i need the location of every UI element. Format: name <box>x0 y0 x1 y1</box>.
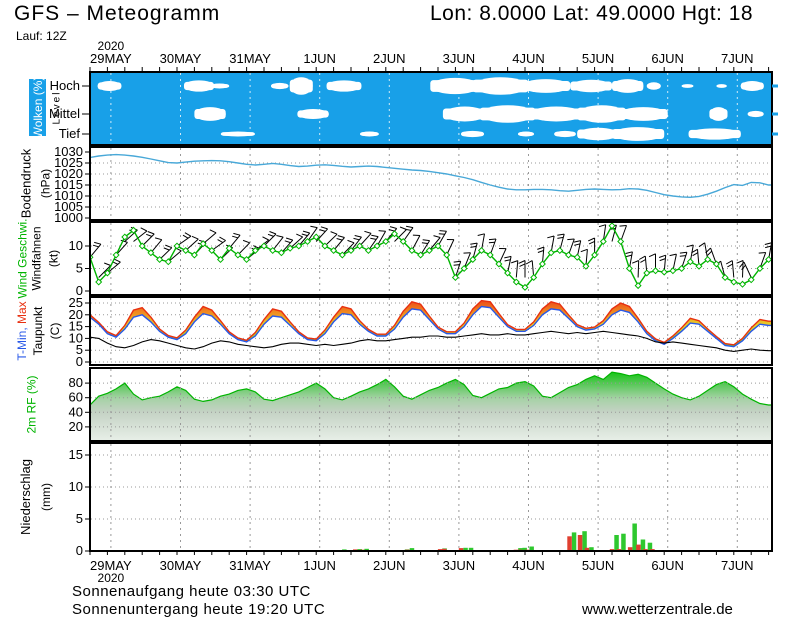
svg-text:1005: 1005 <box>54 199 83 214</box>
svg-text:0: 0 <box>76 354 83 369</box>
svg-text:5: 5 <box>76 261 83 276</box>
cloud-blobs <box>97 77 764 141</box>
svg-text:6JUN: 6JUN <box>651 51 684 66</box>
svg-text:Mittel: Mittel <box>49 106 80 121</box>
sunset-label: Sonnenuntergang heute 19:20 UTC <box>72 601 326 618</box>
svg-text:T-Min, Max: T-Min, Max <box>15 301 29 360</box>
header-coordinates: Lon: 8.0000 Lat: 49.0000 Hgt: 18 <box>430 2 754 25</box>
svg-text:Level: Level <box>52 91 63 125</box>
svg-text:2JUN: 2JUN <box>373 558 406 573</box>
svg-text:5JUN: 5JUN <box>582 51 615 66</box>
svg-text:31MAY: 31MAY <box>229 558 271 573</box>
svg-text:(hPa): (hPa) <box>39 169 53 198</box>
svg-text:1025: 1025 <box>54 155 83 170</box>
svg-text:Tief: Tief <box>59 126 81 141</box>
svg-text:(kt): (kt) <box>47 250 61 267</box>
svg-text:20: 20 <box>69 419 83 434</box>
svg-text:Windfahnen: Windfahnen <box>30 226 44 290</box>
svg-text:1JUN: 1JUN <box>303 51 336 66</box>
svg-text:15: 15 <box>69 447 83 462</box>
svg-text:80: 80 <box>69 375 83 390</box>
svg-text:10: 10 <box>69 330 83 345</box>
svg-text:40: 40 <box>69 404 83 419</box>
svg-text:3JUN: 3JUN <box>443 51 476 66</box>
svg-text:0: 0 <box>76 543 83 558</box>
svg-text:3JUN: 3JUN <box>443 558 476 573</box>
precip-panel: 15 10 5 0 Niederschlag (mm) <box>18 442 773 558</box>
humidity-area <box>91 372 771 440</box>
cloud-panel: Hoch Mittel Tief Wolken (%) Level <box>29 71 778 146</box>
run-label: Lauf: 12Z <box>16 29 67 43</box>
svg-text:(mm): (mm) <box>39 483 53 511</box>
wind-markers <box>91 223 771 291</box>
svg-text:Bodendruck: Bodendruck <box>19 148 34 218</box>
svg-text:30MAY: 30MAY <box>160 51 202 66</box>
svg-text:Wolken (%): Wolken (%) <box>31 77 45 139</box>
svg-text:1020: 1020 <box>54 166 83 181</box>
svg-text:15: 15 <box>69 319 83 334</box>
svg-text:29MAY: 29MAY <box>90 558 132 573</box>
x-axis-bottom: 29MAY 30MAY 31MAY 1JUN 2JUN 3JUN 4JUN 5JUN 6JUN 7… <box>89 551 770 585</box>
svg-text:2020: 2020 <box>98 39 125 53</box>
svg-text:(C): (C) <box>48 323 62 340</box>
page-title: GFS – Meteogramm <box>14 2 221 25</box>
svg-text:4JUN: 4JUN <box>512 558 545 573</box>
svg-text:Wind Geschwi.: Wind Geschwi. <box>16 218 30 298</box>
svg-text:5: 5 <box>76 511 83 526</box>
wind-panel: 10 5 0 Wind Geschwi. Windfahnen (kt) <box>16 218 773 299</box>
svg-text:1JUN: 1JUN <box>303 558 336 573</box>
svg-text:4JUN: 4JUN <box>512 51 545 66</box>
svg-text:Niederschlag: Niederschlag <box>18 459 33 535</box>
svg-text:2JUN: 2JUN <box>373 51 406 66</box>
svg-text:25: 25 <box>69 295 83 310</box>
svg-text:1015: 1015 <box>54 177 83 192</box>
svg-text:1010: 1010 <box>54 188 83 203</box>
svg-text:60: 60 <box>69 390 83 405</box>
svg-text:1000: 1000 <box>54 210 83 225</box>
svg-text:20: 20 <box>69 307 83 322</box>
dewpoint-line <box>91 330 771 352</box>
precip-bars <box>342 523 655 550</box>
svg-text:2m RF (%): 2m RF (%) <box>25 376 39 434</box>
svg-text:Taupunkt: Taupunkt <box>31 306 45 355</box>
svg-text:10: 10 <box>69 238 83 253</box>
svg-text:5JUN: 5JUN <box>582 558 615 573</box>
website-label: www.wetterzentrale.de <box>582 601 733 618</box>
svg-text:31MAY: 31MAY <box>229 51 271 66</box>
sunrise-label: Sonnenaufgang heute 03:30 UTC <box>72 583 311 600</box>
svg-text:29MAY: 29MAY <box>90 51 132 66</box>
svg-text:30MAY: 30MAY <box>160 558 202 573</box>
svg-text:7JUN: 7JUN <box>721 51 754 66</box>
svg-text:Hoch: Hoch <box>50 78 80 93</box>
svg-text:7JUN: 7JUN <box>721 558 754 573</box>
svg-text:5: 5 <box>76 342 83 357</box>
svg-text:10: 10 <box>69 479 83 494</box>
svg-text:6JUN: 6JUN <box>651 558 684 573</box>
svg-text:1030: 1030 <box>54 144 83 159</box>
svg-text:0: 0 <box>76 283 83 298</box>
svg-text:2020: 2020 <box>98 571 125 585</box>
